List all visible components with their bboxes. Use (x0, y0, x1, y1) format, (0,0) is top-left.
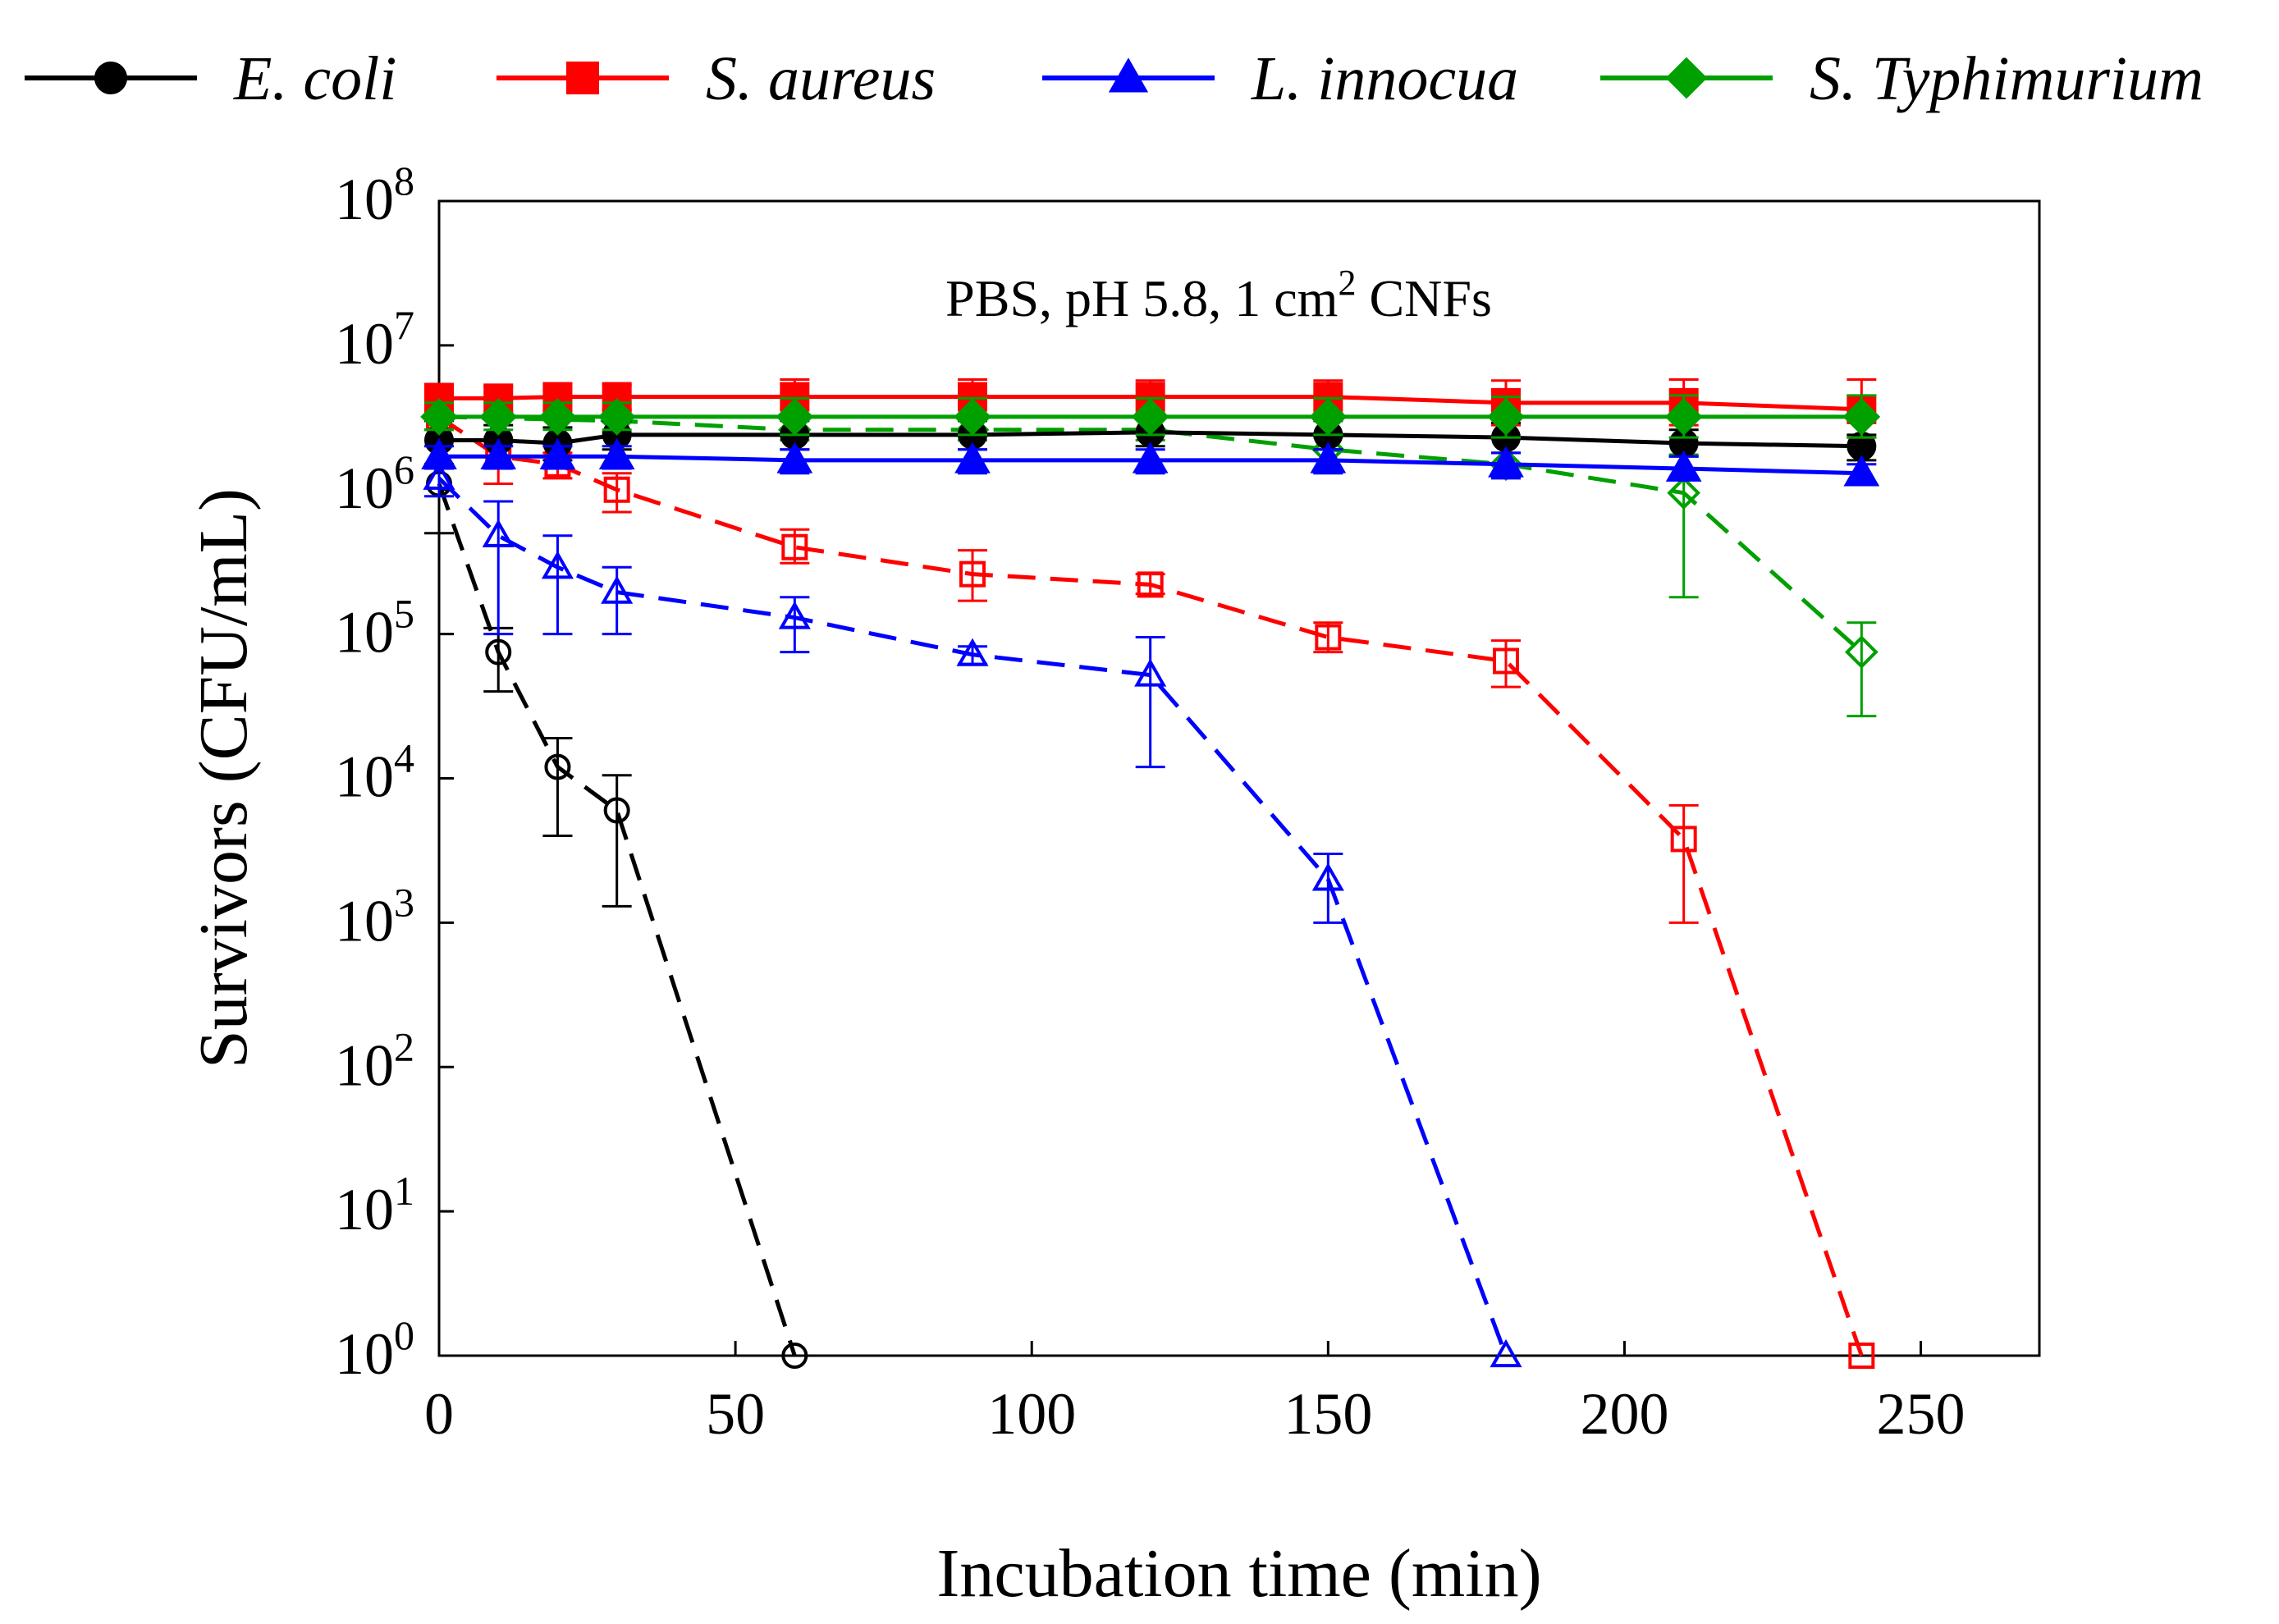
legend-label: S. aureus (706, 44, 936, 113)
series-line (438, 414, 1864, 654)
x-tick-label: 200 (1580, 1381, 1668, 1447)
series-3 (420, 394, 1881, 439)
series-line (437, 477, 1508, 1356)
data-point (1490, 1338, 1522, 1368)
data-point (597, 398, 636, 436)
legend-entry: S. aureus (497, 44, 936, 113)
data-point (1667, 476, 1700, 510)
series-6 (423, 461, 1522, 1368)
data-point (1670, 826, 1697, 853)
data-point (954, 441, 991, 473)
data-point (539, 437, 576, 470)
data-point (1665, 450, 1702, 482)
data-point (776, 398, 814, 436)
x-tick-label: 0 (424, 1381, 454, 1447)
data-point (544, 753, 571, 780)
data-point (1309, 398, 1348, 436)
data-point (1842, 398, 1881, 436)
y-tick-label: 100 (335, 1312, 414, 1387)
y-tick-label: 102 (335, 1023, 414, 1098)
data-point (485, 638, 512, 666)
x-tick-label: 50 (706, 1381, 765, 1447)
series-5 (424, 403, 1875, 1369)
data-point (420, 398, 458, 436)
data-point (776, 441, 813, 473)
data-point (956, 638, 989, 666)
x-axis: 0 50 100 150 200 250 (424, 1341, 1966, 1447)
legend-entry: S. Typhimurium (1600, 44, 2203, 113)
data-point (1848, 1343, 1875, 1369)
data-point (781, 533, 808, 560)
data-point (601, 575, 634, 604)
data-point (959, 560, 986, 588)
legend-marker-icon (1665, 57, 1708, 99)
legend-label: E. coli (233, 44, 396, 113)
data-point (1311, 862, 1344, 891)
series-2 (421, 437, 1880, 487)
x-axis-title: Incubation time (min) (936, 1535, 1541, 1612)
y-tick-label: 101 (335, 1168, 414, 1242)
data-point (423, 461, 455, 490)
legend-entry: E. coli (25, 44, 396, 113)
series-line (437, 414, 1864, 1356)
data-point (421, 437, 457, 470)
y-tick-label: 104 (335, 735, 414, 810)
series-group (420, 377, 1881, 1369)
data-point (603, 476, 630, 503)
data-point (1493, 647, 1519, 675)
data-point (1315, 624, 1342, 651)
data-point (538, 398, 577, 436)
data-point (598, 437, 635, 470)
legend-label: S. Typhimurium (1810, 44, 2203, 113)
chart-annotation: PBS, pH 5.8, 1 cm2 CNFs (945, 263, 1492, 327)
legend: E. coli S. aureus L. innocua S. Typhimurium (25, 44, 2203, 113)
series-4 (424, 463, 808, 1369)
legend-label: L. innocua (1251, 44, 1518, 113)
y-tick-label: 108 (335, 158, 414, 232)
data-point (954, 398, 991, 436)
y-tick-label: 103 (335, 879, 414, 954)
data-point (480, 437, 517, 470)
y-axis: 100 101 102 103 104 105 106 107 108 (335, 158, 454, 1387)
y-tick-label: 106 (335, 446, 414, 521)
y-tick-label: 105 (335, 591, 414, 666)
data-point (1310, 441, 1347, 473)
legend-marker-icon (94, 62, 127, 94)
data-point (1131, 398, 1169, 436)
x-tick-label: 150 (1284, 1381, 1372, 1447)
data-point (541, 551, 574, 579)
x-tick-label: 100 (987, 1381, 1076, 1447)
data-point (1134, 658, 1167, 687)
y-tick-label: 107 (335, 302, 414, 377)
y-axis-title: Survivors (CFU/mL) (185, 488, 262, 1068)
plot-area-frame (437, 199, 2041, 1357)
data-point (1664, 398, 1703, 436)
x-tick-label: 250 (1877, 1381, 1966, 1447)
data-point (482, 519, 515, 547)
legend-marker-icon (1108, 57, 1149, 93)
data-point (781, 1343, 808, 1369)
legend-marker-icon (566, 62, 599, 94)
data-point (1487, 398, 1525, 436)
legend-entry: L. innocua (1042, 44, 1518, 113)
data-point (778, 601, 811, 629)
data-point (603, 797, 630, 824)
data-point (479, 398, 518, 436)
data-point (1488, 446, 1524, 478)
data-point (1845, 635, 1879, 669)
data-point (1132, 441, 1169, 473)
data-point (1843, 455, 1880, 487)
data-point (1137, 571, 1164, 598)
